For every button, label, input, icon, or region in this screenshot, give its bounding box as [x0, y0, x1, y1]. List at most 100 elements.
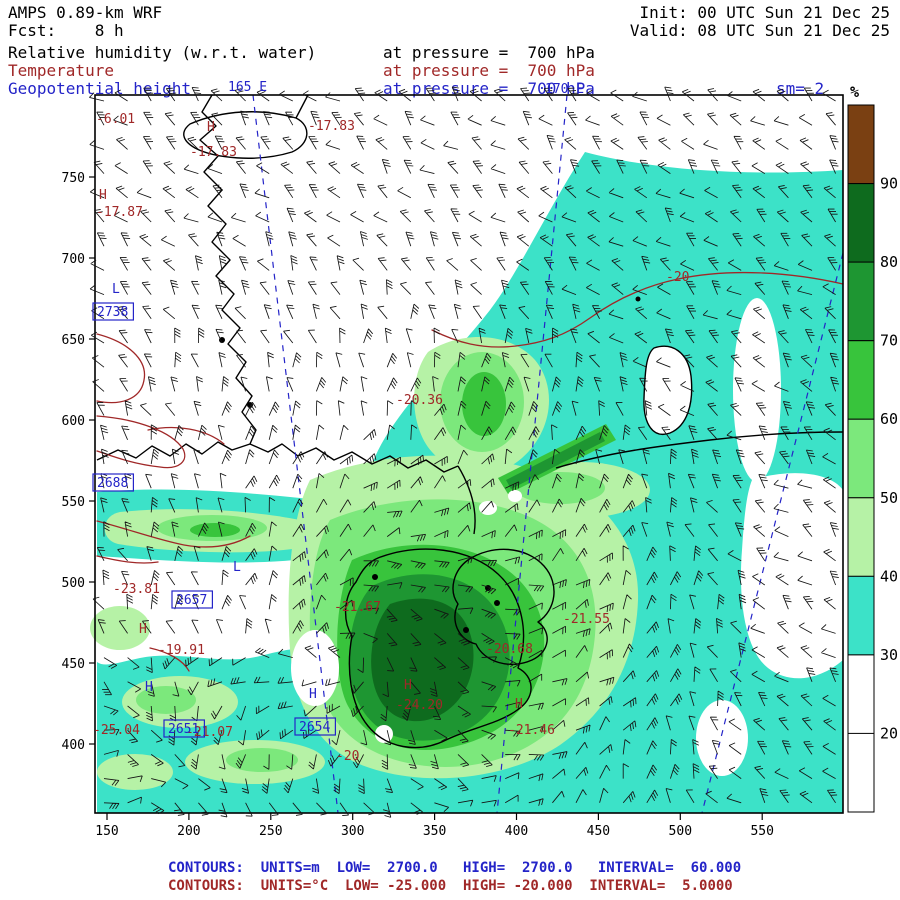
- x-axis-tick-label: 150: [95, 824, 118, 839]
- colorbar-segment: [847, 183, 875, 263]
- map-annotation: -20: [666, 270, 689, 285]
- terrain-contour-north-tail: [295, 94, 309, 119]
- colorbar-segment: [847, 261, 875, 342]
- annotation-box: [171, 590, 214, 609]
- rh-region-60-70: [462, 372, 506, 436]
- x-axis-tick-label: 300: [341, 824, 364, 839]
- colorbar-segment: [847, 575, 875, 656]
- map-annotation: H: [207, 120, 215, 135]
- forecast-hour: Fcst: 8 h: [8, 21, 124, 40]
- x-axis-tick-label: 200: [177, 824, 200, 839]
- map-annotation: 2738: [97, 305, 128, 320]
- colorbar-tick-label: 30: [880, 646, 898, 664]
- y-axis-tick-label: 600: [62, 414, 85, 429]
- map-annotation: H: [139, 622, 147, 637]
- map-annotation: 2651: [168, 722, 199, 737]
- y-axis-tick-label: 450: [62, 657, 85, 672]
- terrain-contour-core: [345, 548, 532, 749]
- map-annotation: 165 E: [228, 80, 267, 95]
- height-contour-legend: CONTOURS: UNITS=m LOW= 2700.0 HIGH= 2700…: [168, 860, 742, 876]
- map-annotation: 2657: [176, 593, 207, 608]
- model-title: AMPS 0.89-km WRF: [8, 3, 163, 22]
- map-annotation: -20.36: [396, 393, 443, 408]
- rh-dry-hole: [291, 630, 339, 706]
- wind-barb-layer: [89, 86, 840, 818]
- map-annotation: 2688: [97, 476, 128, 491]
- annotation-box: [294, 717, 337, 736]
- coastline-east-branch: [249, 443, 459, 473]
- field-1-level: at pressure = 700 hPa: [383, 43, 595, 62]
- coastline-peninsula-link: [457, 465, 476, 535]
- plot-frame: [94, 94, 844, 814]
- map-annotation: H: [99, 188, 107, 203]
- rh-dry-hole: [479, 501, 497, 515]
- station-dot: [635, 296, 641, 302]
- humidity-fill-regions: [90, 152, 843, 813]
- map-annotation: -6.01: [96, 112, 135, 127]
- y-axis-tick-label: 650: [62, 333, 85, 348]
- rh-dry-hole: [740, 473, 843, 679]
- y-axis-tick-label: 550: [62, 495, 85, 510]
- rh-dry-hole: [375, 725, 393, 743]
- map-annotation: -17.87: [96, 205, 143, 220]
- map-annotation: H: [404, 678, 412, 693]
- rh-region-50-60: [226, 748, 298, 772]
- colorbar: % 90 80 70 60 50 40 30 20: [847, 83, 898, 813]
- colorbar-segment: [847, 732, 875, 813]
- x-axis-tick-label: 350: [423, 824, 446, 839]
- colorbar-unit-label: %: [850, 83, 859, 101]
- field-2-label: Temperature: [8, 61, 114, 80]
- x-axis-tick-label: 450: [587, 824, 610, 839]
- rh-dry-hole: [696, 700, 748, 776]
- x-axis-tick-label: 400: [505, 824, 528, 839]
- annotation-box: [163, 719, 206, 738]
- rh-region-60-70: [190, 523, 240, 537]
- y-axis-tick-label: 700: [62, 252, 85, 267]
- map-annotation: -21.46: [508, 723, 555, 738]
- map-annotation: -23.81: [113, 582, 160, 597]
- map-annotation: -20: [336, 749, 359, 764]
- field-2-level: at pressure = 700 hPa: [383, 61, 595, 80]
- y-axis-tick-label: 400: [62, 738, 85, 753]
- wind-barbs: [89, 86, 840, 818]
- y-axis: 750 700 650 600 550 500 450 400: [62, 171, 95, 753]
- meridian-165e: [252, 94, 339, 814]
- colorbar-tick-label: 70: [880, 332, 898, 350]
- x-axis-tick-label: 500: [669, 824, 692, 839]
- map-annotation: -24.20: [396, 698, 443, 713]
- temp-contour: [96, 333, 146, 404]
- rh-region-40-50: [90, 606, 150, 650]
- init-time: Init: 00 UTC Sun 21 Dec 25: [639, 3, 890, 22]
- map-annotation: -19.91: [158, 643, 205, 658]
- station-dot: [463, 627, 469, 633]
- meridian-175e: [701, 252, 844, 814]
- x-axis: 150 200 250 300 350 400 450 500 550: [95, 813, 774, 839]
- station-dot: [372, 574, 378, 580]
- temp-contour: [96, 415, 186, 469]
- field-1-label: Relative humidity (w.r.t. water): [8, 43, 317, 62]
- map-annotation: 170 E: [545, 82, 584, 97]
- colorbar-tick-label: 20: [880, 724, 898, 742]
- rh-dry-hole: [508, 490, 522, 502]
- coastline-east: [555, 431, 844, 469]
- temp-contour: [147, 426, 225, 445]
- annotation-box: [92, 473, 135, 492]
- colorbar-segment: [847, 497, 875, 577]
- terrain-contour-north: [183, 111, 308, 159]
- x-axis-tick-label: 250: [259, 824, 282, 839]
- temperature-contour-legend: CONTOURS: UNITS=°C LOW= -25.000 HIGH= -2…: [168, 878, 733, 894]
- map-annotation: H: [309, 687, 317, 702]
- rh-region-40-50: [97, 754, 173, 790]
- annotation-box: [92, 302, 135, 321]
- coastline-layer: [96, 94, 844, 749]
- y-axis-tick-label: 500: [62, 576, 85, 591]
- map-annotation: -21.07: [186, 725, 233, 740]
- map-annotation: -20.68: [486, 642, 533, 657]
- colorbar-segment: [847, 104, 875, 185]
- colorbar-segment: [847, 654, 875, 735]
- colorbar-tick-label: 50: [880, 489, 898, 507]
- map-annotation: 2654: [299, 720, 330, 735]
- rh-region-70-80: [506, 432, 605, 489]
